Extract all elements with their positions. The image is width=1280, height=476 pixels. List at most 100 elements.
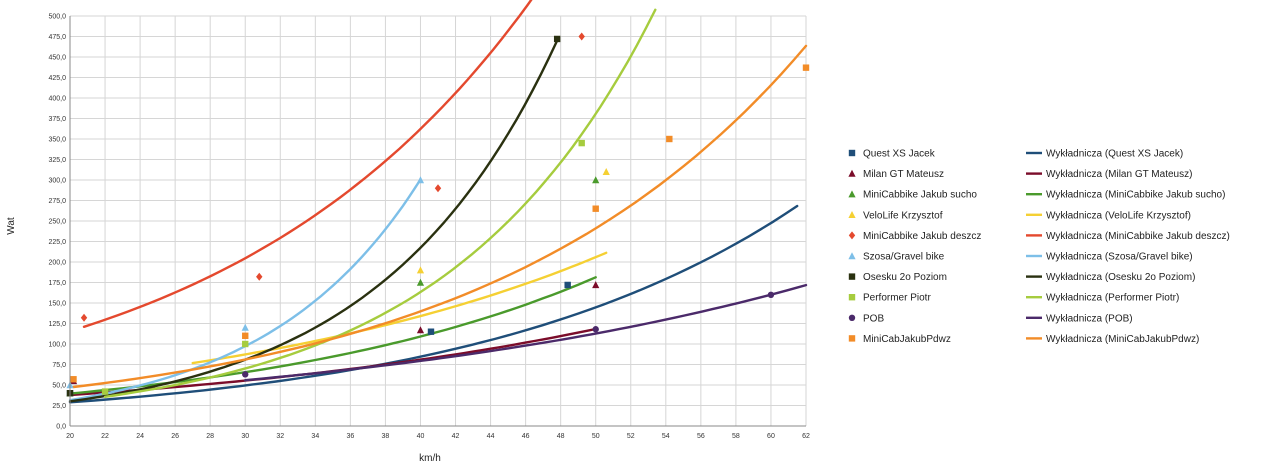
legend-marker <box>848 252 856 260</box>
data-point <box>767 291 775 298</box>
legend-marker <box>848 294 856 301</box>
data-point <box>427 328 435 335</box>
legend-trend-label: Wykładnicza (Milan GT Mateusz) <box>1046 169 1192 180</box>
trend-line <box>68 276 597 395</box>
x-tick-label: 46 <box>522 433 530 440</box>
x-tick-label: 50 <box>592 433 600 440</box>
x-tick-label: 58 <box>732 433 740 440</box>
x-tick-label: 56 <box>697 433 705 440</box>
legend-series-label: Szosa/Gravel bike <box>863 252 945 263</box>
x-tick-label: 38 <box>382 433 390 440</box>
data-point <box>553 35 561 43</box>
y-tick-label: 75,0 <box>52 362 66 369</box>
x-tick-label: 30 <box>241 433 249 440</box>
data-point <box>70 376 77 383</box>
data-point <box>592 281 600 289</box>
x-tick-label: 32 <box>276 433 284 440</box>
legend-series-label: Performer Piotr <box>863 293 931 304</box>
x-tick-label: 20 <box>66 433 74 440</box>
data-point <box>434 184 442 193</box>
y-tick-label: 275,0 <box>48 198 66 205</box>
x-tick-label: 48 <box>557 433 565 440</box>
x-tick-label: 34 <box>311 433 319 440</box>
data-point <box>592 205 599 212</box>
legend-trend-label: Wykładnicza (Osesku 2o Poziom) <box>1046 272 1195 283</box>
x-tick-label: 44 <box>487 433 495 440</box>
x-tick-label: 36 <box>346 433 354 440</box>
grid <box>69 15 807 427</box>
y-tick-label: 300,0 <box>48 178 66 185</box>
legend-trend-label: Wykładnicza (MiniCabbike Jakub sucho) <box>1046 190 1225 201</box>
legend-marker <box>848 149 856 157</box>
legend-trend-label: Wykładnicza (POB) <box>1046 313 1133 324</box>
y-tick-label: 175,0 <box>48 280 66 287</box>
legend: Quest XS Jacek Wykładnicza (Quest XS Jace… <box>848 149 1230 345</box>
legend-trend-label: Wykładnicza (Quest XS Jacek) <box>1046 149 1183 160</box>
data-point <box>602 168 610 175</box>
y-tick-label: 150,0 <box>48 301 66 308</box>
y-tick-label: 200,0 <box>48 260 66 267</box>
x-tick-label: 52 <box>627 433 635 440</box>
legend-trend-label: Wykładnicza (Performer Piotr) <box>1046 293 1179 304</box>
legend-marker <box>848 335 856 342</box>
legend-marker <box>848 190 856 198</box>
x-tick-label: 54 <box>662 433 670 440</box>
y-tick-label: 0,0 <box>56 424 66 431</box>
data-point <box>416 176 425 184</box>
legend-marker <box>848 231 856 240</box>
data-point <box>256 272 263 281</box>
legend-series-label: Quest XS Jacek <box>863 149 936 160</box>
data-point <box>416 326 425 334</box>
data-point <box>241 323 249 331</box>
legend-series-label: MiniCabJakubPdwz <box>863 334 951 345</box>
x-tick-label: 28 <box>206 433 214 440</box>
data-point <box>564 281 571 289</box>
legend-trend-label: Wykładnicza (VeloLife Krzysztof) <box>1046 210 1191 221</box>
y-tick-label: 50,0 <box>52 383 66 390</box>
data-point <box>416 278 425 286</box>
y-tick-label: 100,0 <box>48 342 66 349</box>
legend-trend-label: Wykładnicza (MiniCabbike Jakub deszcz) <box>1046 231 1230 242</box>
trend-line <box>68 204 799 404</box>
y-tick-label: 225,0 <box>48 239 66 246</box>
trend-line <box>72 44 808 389</box>
legend-series-label: Osesku 2o Poziom <box>863 272 947 283</box>
data-point <box>101 388 109 395</box>
data-point <box>416 266 425 274</box>
x-tick-label: 40 <box>417 433 425 440</box>
axes: 0,0 25,0 50,0 75,0 100,0 125,0 150,0 175,0 200,0… <box>48 14 810 441</box>
y-tick-label: 325,0 <box>48 157 66 164</box>
y-tick-label: 375,0 <box>48 116 66 123</box>
data-point <box>592 326 599 333</box>
x-axis-title: km/h <box>419 453 441 464</box>
data-point <box>592 176 600 184</box>
legend-series-label: POB <box>863 313 884 324</box>
data-point <box>802 64 810 71</box>
data-point <box>242 332 249 339</box>
trend-line <box>103 8 657 398</box>
y-tick-label: 25,0 <box>52 403 66 410</box>
y-axis-title: Wat <box>6 217 17 235</box>
legend-marker <box>848 273 856 280</box>
legend-trend-label: Wykładnicza (Szosa/Gravel bike) <box>1046 252 1193 263</box>
y-tick-label: 250,0 <box>48 219 66 226</box>
legend-marker <box>848 314 856 321</box>
legend-marker <box>848 211 856 218</box>
y-tick-label: 425,0 <box>48 75 66 82</box>
x-tick-label: 26 <box>171 433 179 440</box>
legend-series-label: Milan GT Mateusz <box>863 169 944 180</box>
x-tick-label: 24 <box>136 433 144 440</box>
trend-line <box>191 251 608 365</box>
y-tick-label: 125,0 <box>48 321 66 328</box>
x-tick-label: 60 <box>767 433 775 440</box>
trend-line <box>82 0 533 328</box>
x-tick-label: 22 <box>101 433 109 440</box>
y-tick-label: 350,0 <box>48 137 66 144</box>
y-tick-label: 500,0 <box>48 14 66 21</box>
legend-marker <box>848 169 856 177</box>
legend-series-label: MiniCabbike Jakub deszcz <box>863 231 981 242</box>
data-point <box>242 340 249 348</box>
legend-trend-label: Wykładnicza (MiniCabJakubPdwz) <box>1046 334 1199 345</box>
